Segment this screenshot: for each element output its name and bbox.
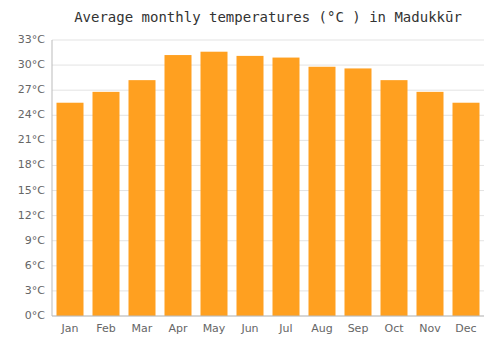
y-tick-label: 6°C bbox=[25, 259, 45, 272]
y-tick-label: 3°C bbox=[25, 284, 45, 297]
y-tick-label: 30°C bbox=[18, 58, 45, 71]
chart-container: Average monthly temperatures (°C ) in Ma… bbox=[0, 0, 500, 350]
bar bbox=[165, 55, 192, 316]
bar bbox=[381, 80, 408, 316]
x-tick-label: Mar bbox=[132, 322, 153, 335]
grid-line bbox=[52, 40, 484, 41]
x-axis-line bbox=[52, 316, 484, 317]
chart-svg: Average monthly temperatures (°C ) in Ma… bbox=[0, 0, 500, 350]
bar bbox=[345, 68, 372, 316]
y-tick-label: 15°C bbox=[18, 184, 45, 197]
title: Average monthly temperatures (°C ) in Ma… bbox=[74, 9, 462, 25]
bar bbox=[93, 92, 120, 316]
x-tick-label: Aug bbox=[311, 322, 332, 335]
y-axis-line bbox=[52, 40, 53, 316]
y-tick-label: 21°C bbox=[18, 133, 45, 146]
y-tick-label: 27°C bbox=[18, 83, 45, 96]
grid-line bbox=[52, 90, 484, 91]
grid-line bbox=[52, 316, 484, 317]
y-tick-label: 24°C bbox=[18, 108, 45, 121]
x-tick-label: Nov bbox=[419, 322, 441, 335]
bar bbox=[237, 56, 264, 316]
y-tick-label: 18°C bbox=[18, 158, 45, 171]
grid-line bbox=[52, 65, 484, 66]
x-tick-label: Sep bbox=[348, 322, 369, 335]
y-tick-label: 12°C bbox=[18, 209, 45, 222]
y-tick-label: 33°C bbox=[18, 33, 45, 46]
x-tick-label: Jan bbox=[61, 322, 79, 335]
x-tick-label: Apr bbox=[168, 322, 188, 335]
x-tick-label: Dec bbox=[455, 322, 476, 335]
bar bbox=[273, 58, 300, 316]
bars bbox=[57, 52, 480, 316]
x-tick-label: Oct bbox=[384, 322, 404, 335]
x-tick-label: Jun bbox=[240, 322, 258, 335]
bar bbox=[309, 67, 336, 316]
bar bbox=[57, 103, 84, 316]
bar bbox=[417, 92, 444, 316]
grid bbox=[52, 40, 484, 316]
x-tick-label: Jul bbox=[278, 322, 292, 335]
bar bbox=[453, 103, 480, 316]
x-tick-label: Feb bbox=[96, 322, 115, 335]
y-tick-label: 9°C bbox=[25, 234, 45, 247]
bar bbox=[201, 52, 228, 316]
x-tick-label: May bbox=[203, 322, 226, 335]
bar bbox=[129, 80, 156, 316]
y-tick-label: 0°C bbox=[25, 309, 45, 322]
